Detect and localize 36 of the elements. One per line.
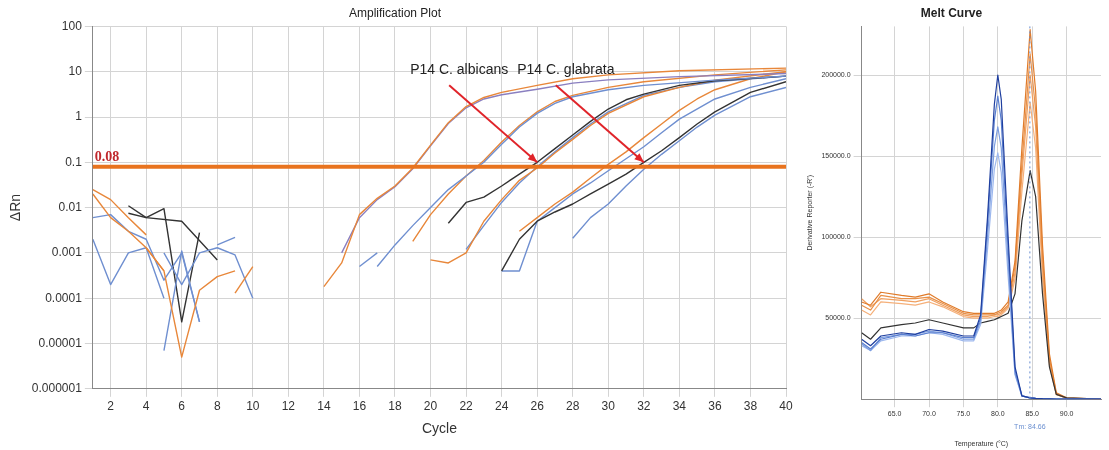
x-tick-label: 10 xyxy=(246,399,260,414)
x-tick-label: 36 xyxy=(708,399,722,414)
y-tick-label: 0.0001 xyxy=(45,290,83,305)
x-tick-label: 12 xyxy=(281,399,296,414)
chart-title: Amplification Plot xyxy=(348,5,442,20)
x-axis-title: Cycle xyxy=(421,420,458,437)
y-tick-label: 1 xyxy=(75,109,83,124)
x-tick-label: 8 xyxy=(213,399,221,414)
x-tick-label: 18 xyxy=(388,399,402,414)
y-tick-label: 0.00001 xyxy=(38,335,83,350)
y-tick-label: 0.001 xyxy=(51,245,83,260)
x-tick-label: 34 xyxy=(672,399,687,414)
y-tick-label: 0.1 xyxy=(65,154,83,169)
x-tick-label: 2 xyxy=(107,399,115,414)
x-tick-label: 26 xyxy=(530,399,545,414)
x-tick-label: 22 xyxy=(459,399,474,414)
x-tick-label: 16 xyxy=(352,399,367,414)
annotation: P14 C. albicans xyxy=(410,61,509,78)
x-tick-label: 38 xyxy=(743,399,758,414)
y-tick-label: 100 xyxy=(61,18,83,33)
y-tick-label: 0.000001 xyxy=(31,381,83,396)
x-tick-label: 20 xyxy=(423,399,438,414)
y-tick-label: 0.01 xyxy=(58,199,83,214)
y-axis-title: ΔRn xyxy=(7,193,24,222)
x-tick-label: 6 xyxy=(178,399,186,414)
annotation: P14 C. glabrata xyxy=(517,61,615,78)
chart-title: Melt Curve xyxy=(920,5,983,20)
x-tick-label: 30 xyxy=(601,399,616,414)
x-tick-label: 4 xyxy=(142,399,150,414)
ref-line-label: 0.08 xyxy=(94,149,120,165)
x-tick-label: 40 xyxy=(779,399,793,414)
x-tick-label: 32 xyxy=(637,399,651,414)
x-tick-label: 14 xyxy=(317,399,331,414)
x-tick-label: 24 xyxy=(494,399,509,414)
x-tick-label: 28 xyxy=(566,399,580,414)
y-tick-label: 10 xyxy=(68,64,83,79)
